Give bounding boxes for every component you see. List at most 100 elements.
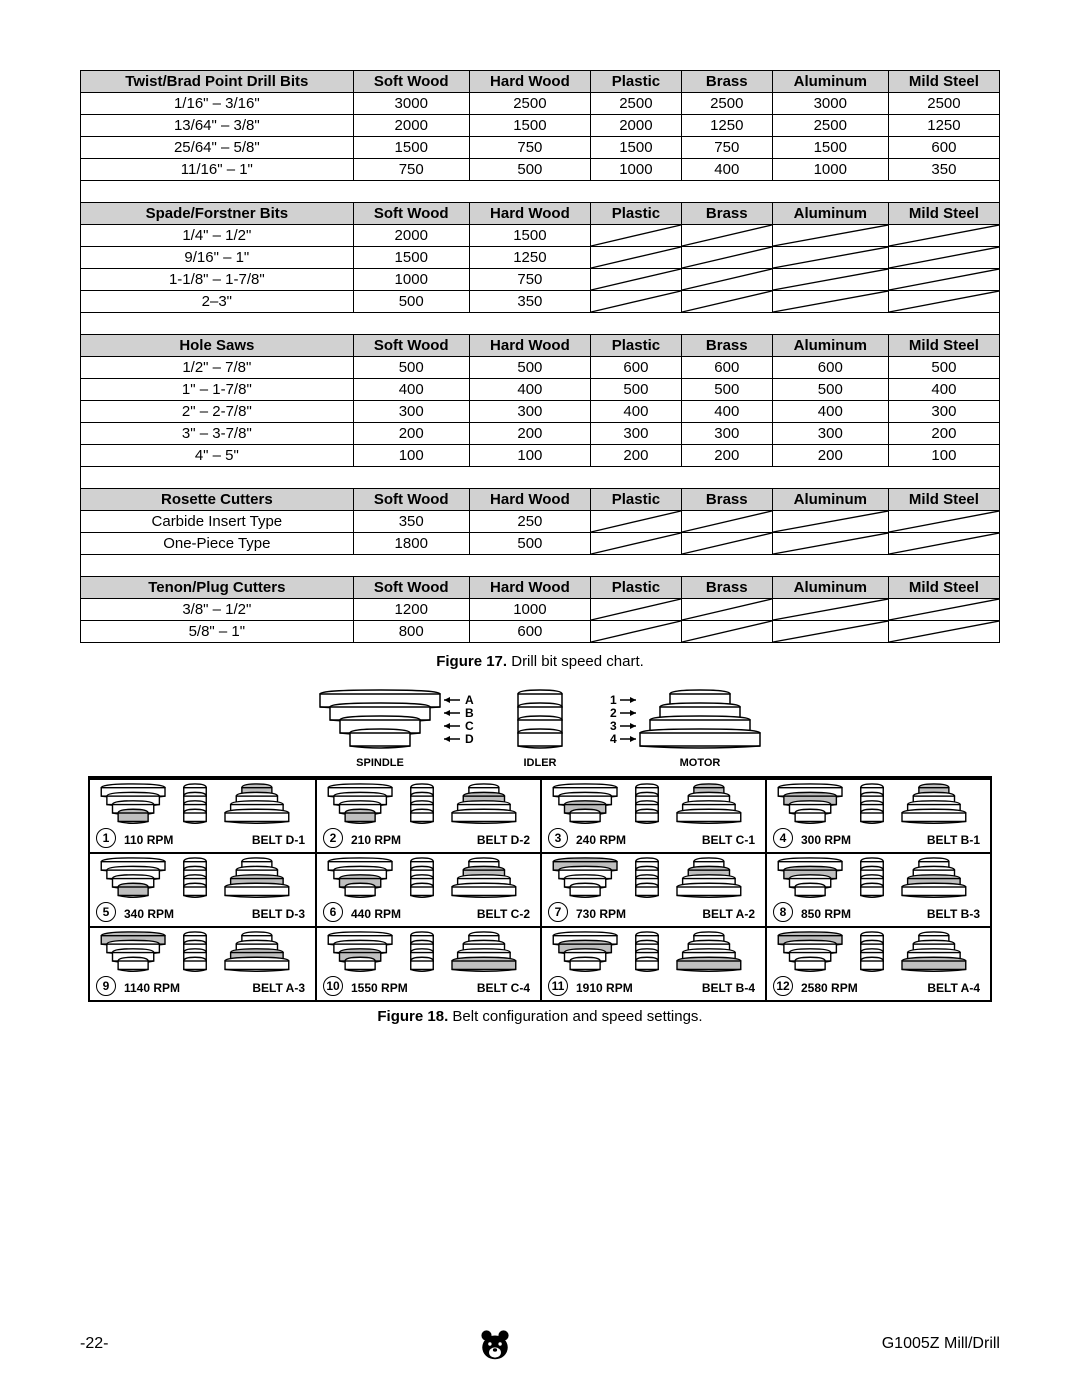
cell-belt: BELT D-3 bbox=[252, 907, 305, 921]
col-header: Brass bbox=[681, 489, 772, 511]
cell-number: 3 bbox=[548, 828, 568, 848]
na-cell bbox=[772, 247, 888, 269]
svg-text:1: 1 bbox=[610, 693, 617, 707]
value-cell: 600 bbox=[772, 357, 888, 379]
value-cell: 350 bbox=[888, 159, 999, 181]
row-label: 4" – 5" bbox=[81, 445, 354, 467]
figure-18-caption: Figure 18. Belt configuration and speed … bbox=[80, 1008, 1000, 1025]
col-header: Brass bbox=[681, 203, 772, 225]
cell-rpm: 110 RPM bbox=[124, 833, 173, 847]
cell-rpm: 730 RPM bbox=[576, 907, 626, 921]
value-cell: 400 bbox=[681, 159, 772, 181]
value-cell: 500 bbox=[469, 159, 590, 181]
value-cell: 1250 bbox=[888, 115, 999, 137]
svg-text:A: A bbox=[465, 693, 474, 707]
cell-rpm: 300 RPM bbox=[801, 833, 851, 847]
na-cell bbox=[772, 533, 888, 555]
section-header: Twist/Brad Point Drill Bits bbox=[81, 71, 354, 93]
svg-text:C: C bbox=[465, 719, 474, 733]
na-cell bbox=[590, 599, 681, 621]
na-cell bbox=[681, 291, 772, 313]
cell-belt: BELT C-4 bbox=[477, 981, 530, 995]
value-cell: 500 bbox=[888, 357, 999, 379]
na-cell bbox=[681, 269, 772, 291]
col-header: Brass bbox=[681, 71, 772, 93]
section-header: Hole Saws bbox=[81, 335, 354, 357]
na-cell bbox=[772, 511, 888, 533]
cell-rpm: 1550 RPM bbox=[351, 981, 408, 995]
value-cell: 300 bbox=[353, 401, 469, 423]
row-label: 3/8" – 1/2" bbox=[81, 599, 354, 621]
row-label: 2–3" bbox=[81, 291, 354, 313]
row-label: 1/2" – 7/8" bbox=[81, 357, 354, 379]
value-cell: 400 bbox=[772, 401, 888, 423]
cell-number: 4 bbox=[773, 828, 793, 848]
belt-cell: 6 440 RPM BELT C-2 bbox=[315, 852, 540, 926]
value-cell: 500 bbox=[353, 291, 469, 313]
na-cell bbox=[681, 599, 772, 621]
value-cell: 350 bbox=[353, 511, 469, 533]
value-cell: 600 bbox=[681, 357, 772, 379]
value-cell: 500 bbox=[469, 533, 590, 555]
cell-belt: BELT D-2 bbox=[477, 833, 530, 847]
value-cell: 600 bbox=[469, 621, 590, 643]
value-cell: 750 bbox=[469, 137, 590, 159]
col-header: Hard Wood bbox=[469, 335, 590, 357]
bear-logo bbox=[478, 1327, 512, 1361]
col-header: Soft Wood bbox=[353, 489, 469, 511]
value-cell: 400 bbox=[590, 401, 681, 423]
row-label: 11/16" – 1" bbox=[81, 159, 354, 181]
na-cell bbox=[681, 511, 772, 533]
cell-number: 7 bbox=[548, 902, 568, 922]
value-cell: 800 bbox=[353, 621, 469, 643]
na-cell bbox=[888, 511, 999, 533]
na-cell bbox=[772, 291, 888, 313]
col-header: Mild Steel bbox=[888, 203, 999, 225]
row-label: One-Piece Type bbox=[81, 533, 354, 555]
value-cell: 2500 bbox=[469, 93, 590, 115]
value-cell: 200 bbox=[888, 423, 999, 445]
value-cell: 500 bbox=[353, 357, 469, 379]
cell-number: 5 bbox=[96, 902, 116, 922]
value-cell: 300 bbox=[469, 401, 590, 423]
value-cell: 1500 bbox=[469, 225, 590, 247]
value-cell: 600 bbox=[888, 137, 999, 159]
na-cell bbox=[772, 599, 888, 621]
value-cell: 400 bbox=[681, 401, 772, 423]
belt-cell: 4 300 RPM BELT B-1 bbox=[765, 778, 990, 852]
na-cell bbox=[888, 225, 999, 247]
belt-cell: 1 110 RPM BELT D-1 bbox=[90, 778, 315, 852]
cell-number: 6 bbox=[323, 902, 343, 922]
value-cell: 300 bbox=[888, 401, 999, 423]
value-cell: 100 bbox=[353, 445, 469, 467]
section-header: Rosette Cutters bbox=[81, 489, 354, 511]
cell-belt: BELT B-3 bbox=[927, 907, 980, 921]
value-cell: 2000 bbox=[353, 115, 469, 137]
drill-speed-table: Twist/Brad Point Drill Bits Soft Wood Hard… bbox=[80, 70, 1000, 643]
cell-belt: BELT C-2 bbox=[477, 907, 530, 921]
col-header: Mild Steel bbox=[888, 489, 999, 511]
cell-number: 2 bbox=[323, 828, 343, 848]
value-cell: 300 bbox=[772, 423, 888, 445]
na-cell bbox=[772, 621, 888, 643]
cell-belt: BELT A-2 bbox=[702, 907, 755, 921]
svg-text:IDLER: IDLER bbox=[524, 757, 557, 769]
col-header: Mild Steel bbox=[888, 335, 999, 357]
value-cell: 300 bbox=[681, 423, 772, 445]
value-cell: 1500 bbox=[469, 115, 590, 137]
cell-number: 10 bbox=[323, 976, 343, 996]
col-header: Hard Wood bbox=[469, 203, 590, 225]
cell-rpm: 1140 RPM bbox=[124, 981, 180, 995]
cell-number: 11 bbox=[548, 976, 568, 996]
cell-belt: BELT D-1 bbox=[252, 833, 305, 847]
na-cell bbox=[888, 599, 999, 621]
value-cell: 1500 bbox=[772, 137, 888, 159]
cell-rpm: 850 RPM bbox=[801, 907, 851, 921]
value-cell: 400 bbox=[353, 379, 469, 401]
row-label: 3" – 3-7/8" bbox=[81, 423, 354, 445]
row-label: 13/64" – 3/8" bbox=[81, 115, 354, 137]
cell-belt: BELT C-1 bbox=[702, 833, 755, 847]
col-header: Plastic bbox=[590, 489, 681, 511]
na-cell bbox=[590, 291, 681, 313]
value-cell: 3000 bbox=[772, 93, 888, 115]
